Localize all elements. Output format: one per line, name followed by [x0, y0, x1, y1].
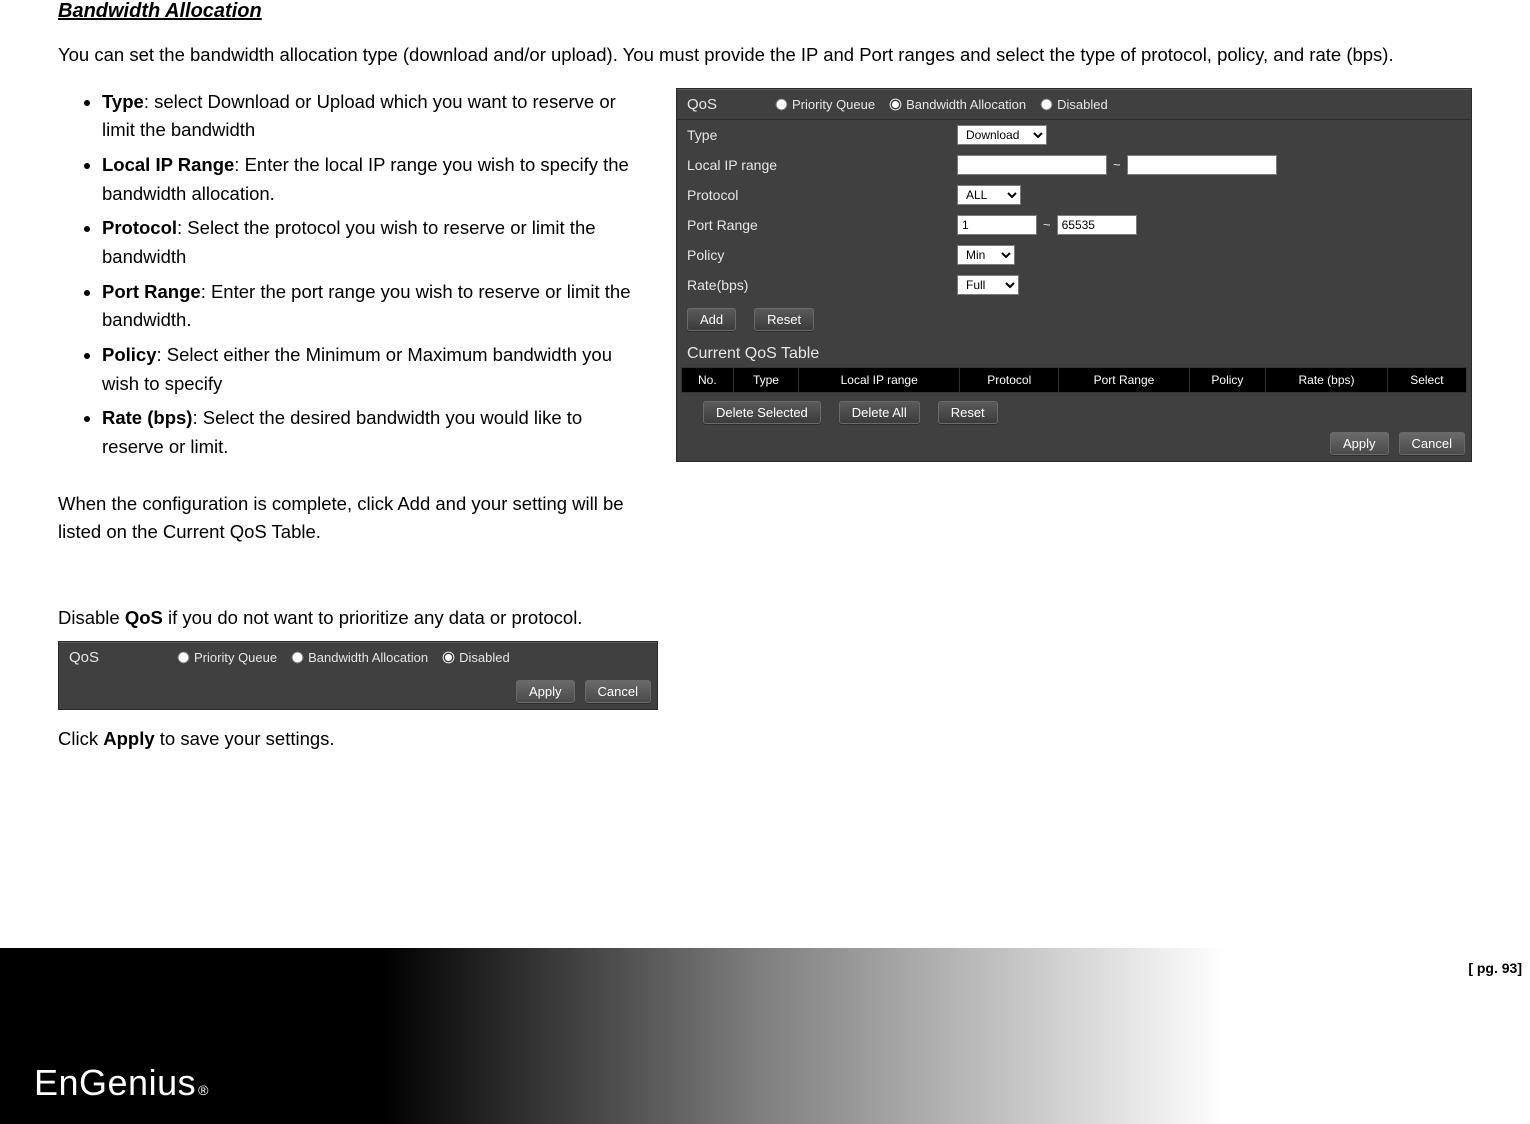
apply-button-2[interactable]: Apply — [516, 680, 575, 703]
apply-note: Click Apply to save your settings. — [58, 728, 1472, 750]
local-ip-to-input[interactable] — [1127, 155, 1277, 175]
protocol-select[interactable]: ALL — [957, 185, 1021, 205]
th-no: No. — [682, 367, 734, 392]
cancel-button[interactable]: Cancel — [1399, 432, 1465, 455]
radio-disabled-2[interactable]: Disabled — [442, 650, 510, 665]
th-portrange: Port Range — [1059, 367, 1189, 392]
port-to-input[interactable] — [1057, 215, 1137, 235]
th-iprange: Local IP range — [799, 367, 960, 392]
qos-table-title: Current QoS Table — [677, 337, 1471, 367]
qos-table: No. Type Local IP range Protocol Port Ra… — [681, 367, 1467, 393]
radio-disabled-input[interactable] — [1041, 98, 1053, 110]
type-select[interactable]: Download — [957, 125, 1047, 145]
port-from-input[interactable] — [957, 215, 1037, 235]
label-port-range: Port Range — [687, 217, 957, 233]
delete-selected-button[interactable]: Delete Selected — [703, 401, 821, 424]
radio-disabled[interactable]: Disabled — [1040, 97, 1108, 112]
label-local-ip-range: Local IP range — [687, 157, 957, 173]
bullet-rate: Rate (bps): Select the desired bandwidth… — [102, 404, 648, 461]
disable-note: Disable QoS if you do not want to priori… — [58, 607, 1472, 629]
policy-select[interactable]: Min — [957, 245, 1015, 265]
panel-title: QoS — [69, 649, 99, 666]
section-heading: Bandwidth Allocation — [58, 0, 1472, 23]
radio-priority-queue-2-input[interactable] — [178, 652, 190, 664]
th-type: Type — [733, 367, 798, 392]
qos-bandwidth-panel: QoS Priority Queue Bandwidth Allocation … — [676, 88, 1472, 462]
bullet-policy: Policy: Select either the Minimum or Max… — [102, 341, 648, 398]
bullet-type: Type: select Download or Upload which yo… — [102, 88, 648, 145]
add-button[interactable]: Add — [687, 308, 736, 331]
radio-priority-queue-2[interactable]: Priority Queue — [177, 650, 277, 665]
radio-priority-queue[interactable]: Priority Queue — [775, 97, 875, 112]
local-ip-from-input[interactable] — [957, 155, 1107, 175]
apply-button[interactable]: Apply — [1330, 432, 1389, 455]
after-list-paragraph: When the configuration is complete, clic… — [58, 490, 648, 547]
radio-disabled-2-input[interactable] — [443, 652, 455, 664]
bullet-local-ip-range: Local IP Range: Enter the local IP range… — [102, 151, 648, 208]
label-rate: Rate(bps) — [687, 277, 957, 293]
page-footer: [ pg. 93] EnGenius® — [0, 948, 1530, 1124]
radio-bandwidth-allocation-2-input[interactable] — [292, 652, 304, 664]
qos-disabled-panel: QoS Priority Queue Bandwidth Allocation … — [58, 641, 658, 710]
radio-priority-queue-input[interactable] — [776, 98, 788, 110]
label-policy: Policy — [687, 247, 957, 263]
bullet-protocol: Protocol: Select the protocol you wish t… — [102, 214, 648, 271]
label-type: Type — [687, 127, 957, 143]
tilde: ~ — [1107, 157, 1127, 172]
th-policy: Policy — [1189, 367, 1266, 392]
definition-list: Type: select Download or Upload which yo… — [58, 88, 648, 462]
tilde: ~ — [1037, 217, 1057, 232]
rate-select[interactable]: Full — [957, 275, 1019, 295]
panel-title: QoS — [687, 96, 717, 113]
brand-logo: EnGenius® — [34, 1062, 209, 1104]
reset-button[interactable]: Reset — [754, 308, 814, 331]
table-reset-button[interactable]: Reset — [938, 401, 998, 424]
bullet-port-range: Port Range: Enter the port range you wis… — [102, 278, 648, 335]
th-rate: Rate (bps) — [1266, 367, 1388, 392]
th-select: Select — [1387, 367, 1466, 392]
delete-all-button[interactable]: Delete All — [839, 401, 920, 424]
radio-bandwidth-allocation-input[interactable] — [890, 98, 902, 110]
intro-paragraph: You can set the bandwidth allocation typ… — [58, 41, 1472, 70]
th-protocol: Protocol — [960, 367, 1059, 392]
cancel-button-2[interactable]: Cancel — [585, 680, 651, 703]
label-protocol: Protocol — [687, 187, 957, 203]
radio-bandwidth-allocation-2[interactable]: Bandwidth Allocation — [291, 650, 428, 665]
radio-bandwidth-allocation[interactable]: Bandwidth Allocation — [889, 97, 1026, 112]
page-number: [ pg. 93] — [1468, 960, 1522, 976]
